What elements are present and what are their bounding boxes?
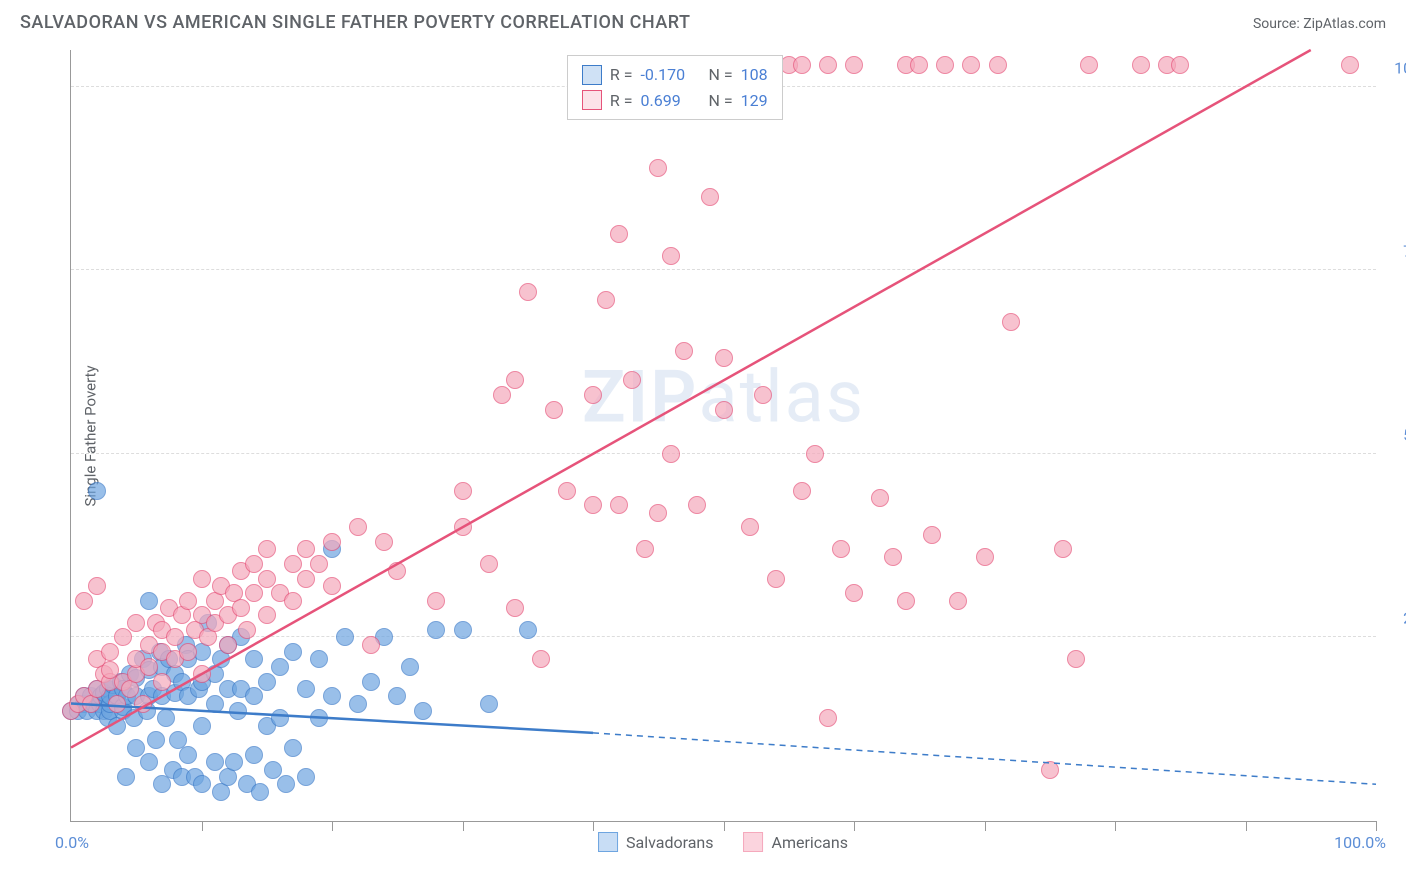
legend-r-label: R = xyxy=(610,62,633,88)
legend-item: Americans xyxy=(744,832,848,852)
legend-row: R = -0.170 N = 108 xyxy=(582,62,768,88)
x-tick xyxy=(463,821,464,831)
legend-r-value: -0.170 xyxy=(641,62,701,88)
legend-r-label: R = xyxy=(610,88,633,114)
x-origin-label: 0.0% xyxy=(55,833,89,852)
legend-swatch xyxy=(582,90,602,110)
legend-label: Americans xyxy=(772,833,848,852)
correlation-legend: R = -0.170 N = 108 R = 0.699 N = 129 xyxy=(567,55,783,120)
legend-swatch xyxy=(582,65,602,85)
y-tick-label: 100.0% xyxy=(1394,58,1406,77)
x-max-label: 100.0% xyxy=(1334,833,1386,852)
series-legend: Salvadorans Americans xyxy=(598,832,848,852)
trend-lines xyxy=(71,50,1376,821)
x-tick xyxy=(1115,821,1116,831)
legend-label: Salvadorans xyxy=(626,833,713,852)
legend-row: R = 0.699 N = 129 xyxy=(582,88,768,114)
plot-area: ZIPatlas R =-0.170N =108R =0.699N =129 2… xyxy=(70,50,1376,822)
legend-swatch xyxy=(598,832,618,852)
x-tick xyxy=(854,821,855,831)
x-tick xyxy=(332,821,333,831)
legend-swatch xyxy=(744,832,764,852)
x-tick xyxy=(724,821,725,831)
x-tick xyxy=(1376,821,1377,831)
legend-n-value: 129 xyxy=(741,88,768,114)
x-tick xyxy=(202,821,203,831)
legend-item: Salvadorans xyxy=(598,832,713,852)
x-tick xyxy=(1246,821,1247,831)
legend-r-value: 0.699 xyxy=(641,88,701,114)
legend-n-label: N = xyxy=(709,62,733,88)
x-tick xyxy=(985,821,986,831)
chart-container: ZIPatlas R =-0.170N =108R =0.699N =129 2… xyxy=(70,50,1376,822)
legend-n-label: N = xyxy=(709,88,733,114)
chart-title: SALVADORAN VS AMERICAN SINGLE FATHER POV… xyxy=(20,12,690,33)
source-attribution: Source: ZipAtlas.com xyxy=(1253,16,1386,32)
legend-n-value: 108 xyxy=(741,62,768,88)
x-tick xyxy=(593,821,594,831)
